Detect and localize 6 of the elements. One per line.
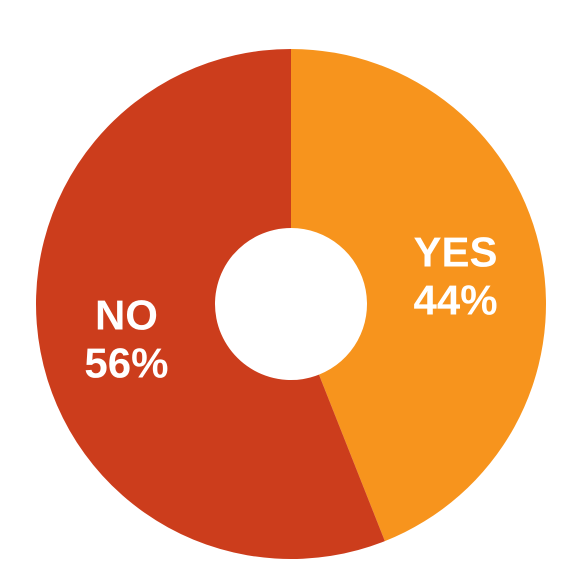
slice-label: YES <box>414 228 498 276</box>
donut-slice <box>291 49 546 542</box>
data-label: 44% <box>414 276 498 324</box>
donut-slice <box>36 49 385 559</box>
slice-label: NO <box>94 291 158 338</box>
data-label: 56% <box>84 339 168 386</box>
